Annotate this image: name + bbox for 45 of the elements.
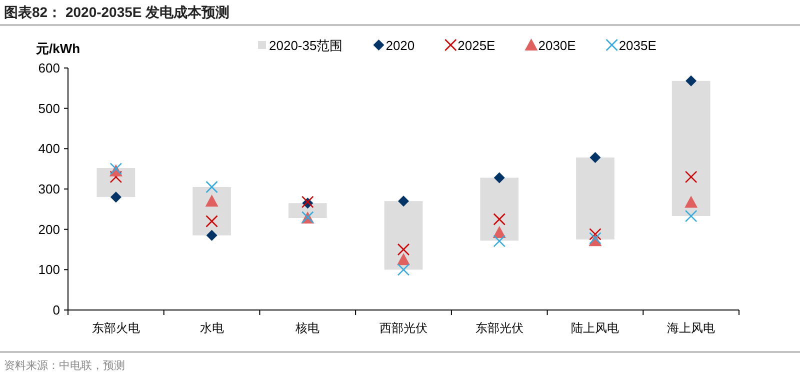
point (397, 264, 410, 276)
bar (576, 158, 614, 240)
point (110, 192, 122, 203)
x-tick-label: 陆上风电 (571, 321, 620, 335)
point (206, 230, 218, 241)
text: 资料来源：中电联，预测 (4, 359, 125, 372)
legend-label: 2020-35范围 (269, 38, 343, 53)
point (493, 234, 506, 248)
point (397, 253, 410, 266)
x-tick-label: 东部光伏 (475, 321, 524, 335)
point (684, 210, 698, 222)
x-tick-label: 西部光伏 (380, 321, 428, 335)
point (590, 152, 601, 164)
point (205, 194, 218, 207)
y-tick-label: 300 (38, 182, 60, 196)
chart-title: 图表82： 2020-2035E 发电成本预测 (4, 4, 230, 20)
point (684, 196, 698, 208)
bar (672, 80, 710, 216)
point (686, 75, 697, 86)
point (589, 228, 602, 240)
point (206, 215, 218, 228)
y-tick-label: 400 (38, 141, 60, 156)
y-axis-title: 元/kWh (35, 41, 80, 56)
x-tick-label: 核电 (294, 321, 320, 335)
point (494, 172, 505, 184)
y-tick-label: 0 (52, 302, 60, 318)
x-tick-label: 水电 (200, 321, 224, 335)
legend-label: 2025E (458, 38, 496, 53)
point (684, 170, 698, 184)
point (206, 180, 218, 194)
y-tick-label: 200 (38, 222, 60, 237)
bar (480, 178, 519, 241)
point (397, 243, 410, 256)
y-tick-label: 100 (38, 262, 60, 278)
legend-label: 2020 (386, 38, 415, 53)
point (493, 213, 506, 226)
y-tick-label: 600 (38, 60, 60, 76)
x-tick-label: 海上风电 (667, 321, 716, 335)
bar (384, 201, 423, 270)
y-tick-label: 500 (38, 100, 60, 116)
x-tick-label: 东部火电 (92, 321, 140, 335)
bar (192, 186, 231, 236)
point (398, 196, 409, 207)
legend-label: 2035E (618, 38, 657, 53)
legend-label: 2030E (538, 38, 576, 53)
